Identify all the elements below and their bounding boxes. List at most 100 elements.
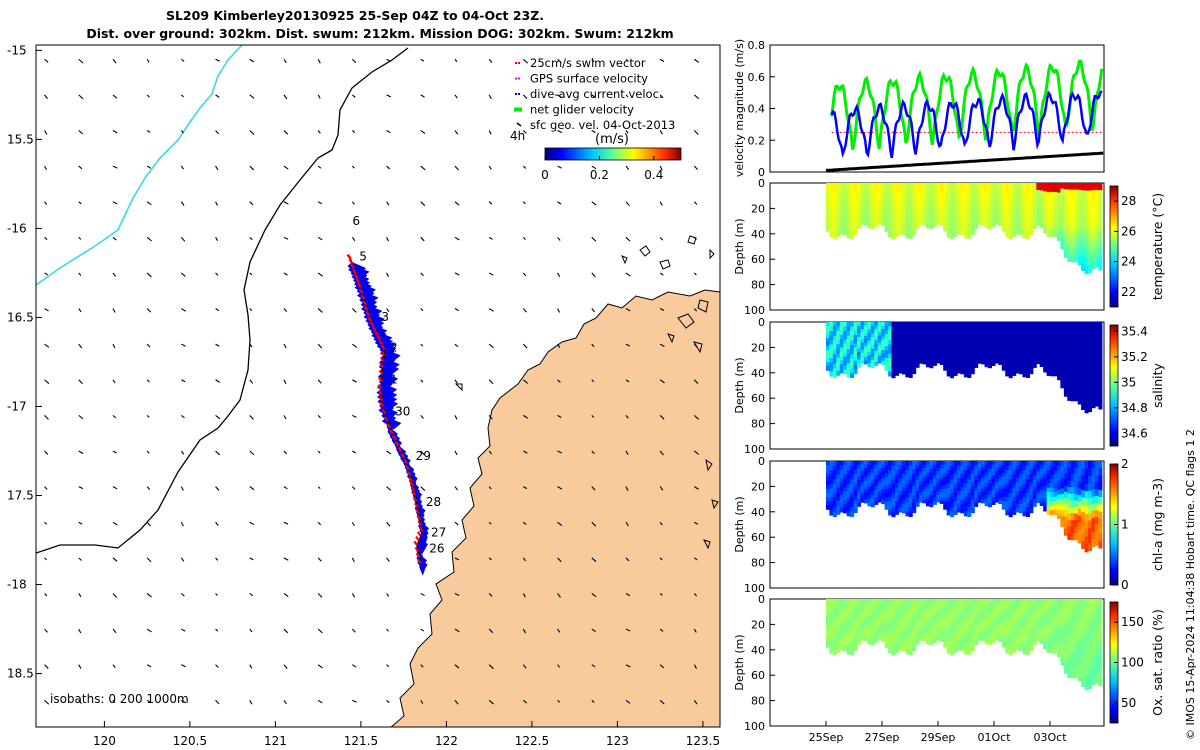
section-cell [991, 471, 996, 476]
section-cell [1053, 625, 1058, 631]
section-cell [877, 498, 882, 503]
velocity-arrow [488, 415, 493, 420]
section-cell [895, 214, 899, 220]
section-cell [1067, 222, 1072, 230]
section-cell [1039, 190, 1044, 195]
section-cell [1070, 651, 1075, 659]
section-cell [988, 614, 992, 619]
section-cell [919, 485, 924, 489]
section-cell [867, 461, 872, 466]
section-cell [1043, 461, 1048, 466]
section-cell [1088, 227, 1092, 236]
section-cell [943, 461, 948, 466]
section-cell [919, 636, 924, 641]
section-cell [939, 200, 944, 205]
section-cell [829, 639, 834, 645]
section-cell [874, 635, 879, 640]
section-cell [1046, 357, 1051, 363]
section-cell [974, 183, 979, 188]
section-cell [908, 372, 913, 378]
section-cell [1081, 233, 1086, 242]
velocity-arrow [591, 308, 596, 313]
section-cell [1026, 498, 1030, 504]
velocity-arrow [180, 593, 185, 597]
section-cell [1077, 237, 1082, 245]
section-cell [1039, 468, 1044, 473]
section-cell [922, 322, 927, 327]
velocity-arrow [146, 521, 151, 527]
section-cell [905, 183, 910, 189]
section-cell [1063, 611, 1068, 619]
section-cell [874, 461, 879, 466]
section-cell [1050, 625, 1055, 631]
section-cell [1053, 223, 1058, 229]
section-cell [977, 193, 982, 198]
section-cell [1019, 365, 1024, 370]
section-cell [1022, 649, 1027, 655]
velocity-arrow [591, 593, 597, 598]
section-cell [901, 465, 906, 471]
section-cell [974, 201, 979, 207]
section-cell [960, 360, 965, 366]
section-cell [998, 204, 1003, 209]
section-cell [1070, 625, 1075, 633]
section-cell [1067, 532, 1072, 540]
section-cell [1029, 642, 1034, 647]
section-cell [1084, 198, 1089, 207]
section-cell [1032, 491, 1037, 496]
section-cell [884, 461, 889, 466]
section-cell [1084, 337, 1089, 346]
section-cell [929, 325, 934, 331]
section-cell [991, 204, 996, 209]
section-cell [1084, 359, 1089, 368]
section-cell [1032, 602, 1037, 608]
section-cell [991, 617, 996, 622]
section-cell [988, 329, 992, 334]
section-cell [891, 465, 896, 471]
section-cell [963, 210, 968, 216]
section-cell [850, 322, 855, 328]
velocity-arrow [78, 379, 83, 385]
velocity-arrow [488, 308, 494, 312]
section-cell [829, 358, 834, 364]
velocity-arrow [181, 343, 186, 347]
section-cell [1081, 475, 1086, 484]
section-cell [1084, 536, 1089, 545]
section-cell [922, 464, 927, 469]
section-cell [901, 326, 906, 332]
velocity-arrow [44, 557, 47, 561]
section-cell [1046, 496, 1051, 502]
section-cell [905, 214, 910, 221]
section-cell [1015, 473, 1020, 479]
section-cell [1043, 481, 1048, 487]
section-cell [860, 200, 865, 205]
vel-ytick-label: 0.6 [748, 71, 766, 84]
section-cell [908, 465, 913, 471]
section-cell [908, 640, 913, 646]
section-cell [836, 616, 841, 622]
map-xtick-label: 120 [93, 734, 116, 748]
section-cell [912, 225, 917, 231]
section-cell [1067, 480, 1072, 488]
section-cell [877, 196, 882, 201]
section-cell [860, 488, 865, 493]
section-cell [881, 492, 886, 497]
section-cell [919, 599, 924, 603]
velocity-arrow [591, 486, 596, 491]
section-cell [946, 608, 951, 614]
section-cell [908, 599, 913, 605]
section-cell [929, 329, 934, 334]
section-xtick-label: 27Sep [865, 731, 900, 744]
section-cbar-label: temperature (°C) [1150, 193, 1165, 300]
section-cell [939, 602, 944, 607]
section-cell [1029, 499, 1034, 505]
section-cell [915, 198, 920, 203]
velocity-arrow [78, 593, 82, 598]
section-cell [984, 632, 989, 637]
section-cell [836, 643, 841, 649]
section-cell [832, 233, 837, 240]
section-cell [843, 469, 848, 475]
velocity-arrow [454, 450, 458, 456]
swim-vector [417, 520, 423, 526]
section-cell [901, 603, 906, 609]
